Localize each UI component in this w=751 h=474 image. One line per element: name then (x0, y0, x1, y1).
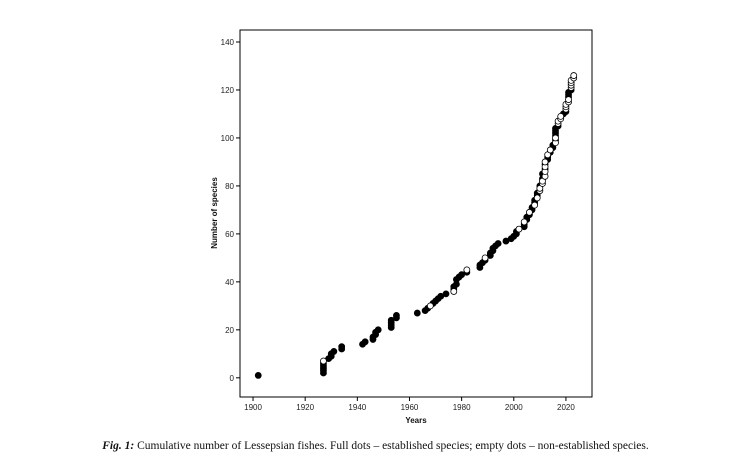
data-point-established (413, 309, 421, 317)
data-point-established (494, 240, 502, 247)
data-point-non-established (557, 112, 565, 120)
y-axis-title: Number of species (210, 177, 219, 249)
y-tick-label: 0 (230, 374, 235, 383)
data-point-non-established (531, 201, 539, 209)
data-point-non-established (426, 302, 434, 310)
data-point-non-established (450, 288, 458, 295)
data-point-non-established (541, 158, 549, 166)
y-axis: 0 20 40 60 80 100 120 140 (221, 38, 240, 383)
x-tick-label: 1900 (244, 403, 262, 412)
data-point-established (442, 290, 450, 298)
figure-caption-text: Cumulative number of Lessepsian fishes. … (134, 440, 649, 452)
data-point-non-established (526, 208, 533, 216)
data-point-non-established (520, 218, 528, 226)
data-point-established (361, 338, 369, 346)
data-point-non-established (552, 134, 559, 142)
figure-caption: Fig. 1: Cumulative number of Lessepsian … (0, 440, 751, 452)
data-point-non-established (565, 96, 572, 103)
figure-label: Fig. 1: (102, 440, 135, 452)
data-point-non-established (463, 266, 471, 274)
x-tick-label: 2020 (557, 403, 575, 412)
y-tick-label: 20 (225, 326, 234, 335)
data-point-non-established (570, 72, 578, 79)
y-tick-label: 80 (225, 182, 234, 191)
data-point-non-established (533, 194, 541, 202)
x-tick-label: 1980 (453, 403, 471, 412)
y-tick-label: 120 (221, 86, 235, 95)
y-tick-label: 60 (225, 230, 234, 239)
data-point-non-established (546, 146, 554, 154)
data-point-established (374, 326, 382, 334)
x-tick-label: 2000 (505, 403, 523, 412)
data-point-non-established (515, 225, 523, 233)
data-point-established (393, 312, 400, 319)
y-tick-label: 100 (221, 134, 235, 143)
data-point-non-established (320, 357, 327, 365)
scatter-chart: 0 20 40 60 80 100 120 140 1900 1920 1940 1960 1980 2… (210, 29, 593, 425)
x-tick-label: 1940 (348, 403, 366, 412)
data-point-established (338, 343, 346, 351)
plot-frame (239, 29, 593, 398)
y-tick-label: 40 (225, 278, 234, 287)
x-tick-label: 1920 (296, 403, 314, 412)
x-tick-label: 1960 (401, 403, 419, 412)
x-axis: 1900 1920 1940 1960 1980 2000 2020 (244, 397, 575, 412)
data-point-non-established (481, 254, 489, 262)
data-point-established (330, 348, 338, 355)
data-point-established (254, 372, 262, 379)
data-points (254, 72, 578, 379)
y-tick-label: 140 (221, 38, 235, 47)
x-axis-title: Years (405, 416, 427, 425)
